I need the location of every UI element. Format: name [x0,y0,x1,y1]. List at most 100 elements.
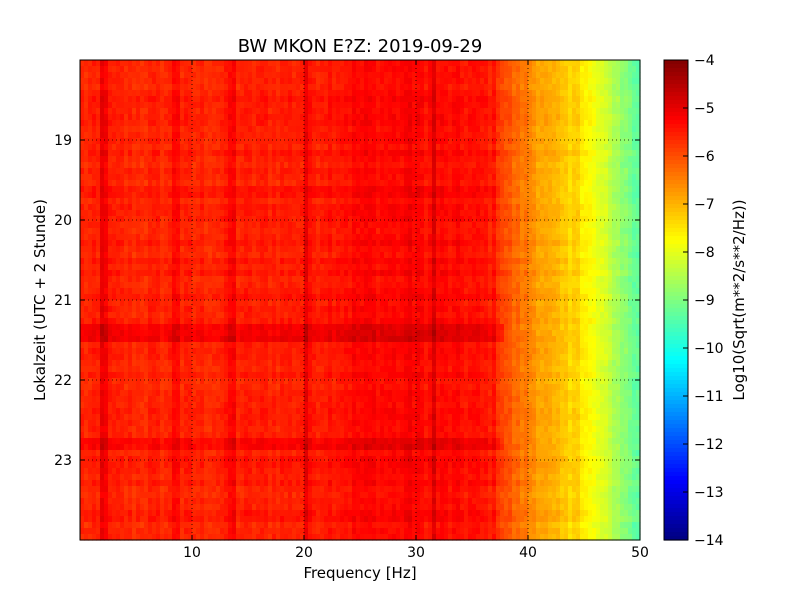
heatmap-cell [220,186,225,193]
heatmap-cell [560,192,565,199]
heatmap-cell [156,210,161,217]
heatmap-cell [164,162,169,169]
heatmap-cell [336,156,341,163]
heatmap-cell [608,132,613,139]
heatmap-cell [88,126,93,133]
heatmap-cell [228,84,233,91]
heatmap-cell [444,198,449,205]
heatmap-cell [532,174,537,181]
heatmap-cell [160,186,165,193]
heatmap-cell [176,108,181,115]
heatmap-cell [416,162,421,169]
heatmap-cell [324,228,329,235]
heatmap-cell [148,66,153,73]
heatmap-cell [588,216,593,223]
heatmap-cell [260,156,265,163]
heatmap-cell [316,114,321,121]
heatmap-cell [312,162,317,169]
heatmap-cell [276,186,281,193]
heatmap-cell [588,234,593,241]
heatmap-cell [552,66,557,73]
heatmap-cell [512,174,517,181]
heatmap-cell [436,186,441,193]
heatmap-cell [180,60,185,67]
heatmap-cell [104,258,109,265]
heatmap-cell [608,150,613,157]
heatmap-cell [424,264,429,271]
heatmap-cell [428,78,433,85]
heatmap-cell [148,132,153,139]
heatmap-cell [88,210,93,217]
heatmap-cell [440,198,445,205]
heatmap-cell [272,78,277,85]
heatmap-cell [156,78,161,85]
heatmap-cell [436,162,441,169]
heatmap-cell [616,66,621,73]
heatmap-cell [160,78,165,85]
heatmap-cell [372,132,377,139]
heatmap-cell [376,198,381,205]
heatmap-cell [152,246,157,253]
heatmap-cell [468,228,473,235]
heatmap-cell [584,228,589,235]
heatmap-cell [388,192,393,199]
heatmap-cell [380,102,385,109]
heatmap-cell [416,198,421,205]
heatmap-cell [288,60,293,67]
heatmap-cell [620,222,625,229]
heatmap-cell [624,120,629,127]
heatmap-cell [204,198,209,205]
heatmap-cell [452,198,457,205]
heatmap-cell [300,198,305,205]
heatmap-cell [148,150,153,157]
heatmap-cell [540,162,545,169]
heatmap-cell [432,84,437,91]
heatmap-cell [448,108,453,115]
heatmap-cell [504,132,509,139]
heatmap-cell [148,216,153,223]
heatmap-cell [260,192,265,199]
heatmap-cell [500,240,505,247]
heatmap-cell [272,144,277,151]
heatmap-cell [128,144,133,151]
heatmap-cell [216,210,221,217]
heatmap-cell [256,66,261,73]
heatmap-cell [332,138,337,145]
heatmap-cell [500,234,505,241]
heatmap-cell [404,246,409,253]
heatmap-cell [176,144,181,151]
heatmap-cell [288,246,293,253]
heatmap-cell [168,240,173,247]
heatmap-cell [292,132,297,139]
heatmap-cell [164,186,169,193]
heatmap-cell [344,198,349,205]
heatmap-cell [180,270,185,277]
heatmap-cell [460,240,465,247]
heatmap-cell [220,120,225,127]
heatmap-cell [596,144,601,151]
heatmap-cell [380,126,385,133]
heatmap-cell [532,186,537,193]
heatmap-cell [468,132,473,139]
heatmap-cell [332,264,337,271]
heatmap-cell [212,258,217,265]
heatmap-cell [268,264,273,271]
heatmap-cell [244,210,249,217]
heatmap-cell [580,168,585,175]
heatmap-cell [400,132,405,139]
heatmap-cell [204,144,209,151]
heatmap-cell [276,114,281,121]
heatmap-cell [604,222,609,229]
heatmap-cell [636,258,641,265]
heatmap-cell [632,252,637,259]
heatmap-cell [428,114,433,121]
heatmap-cell [460,210,465,217]
heatmap-cell [300,120,305,127]
heatmap-cell [392,216,397,223]
heatmap-cell [412,90,417,97]
heatmap-cell [324,132,329,139]
heatmap-cell [632,234,637,241]
heatmap-cell [512,252,517,259]
heatmap-cell [632,150,637,157]
heatmap-cell [196,108,201,115]
